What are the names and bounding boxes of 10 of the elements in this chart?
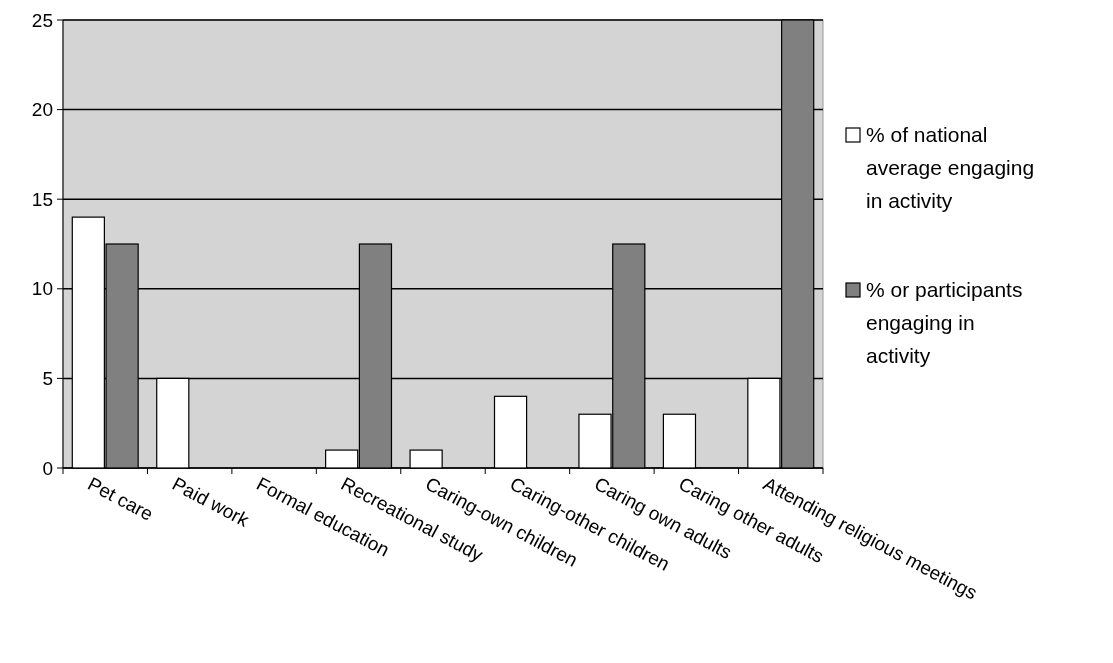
y-tick-label: 5 xyxy=(42,368,53,390)
y-tick-label: 0 xyxy=(42,457,53,479)
x-tick-label: Pet care xyxy=(84,472,157,525)
legend-label: % of national average engaging in activity xyxy=(866,123,1035,212)
legend-label: % or participants engaging in activity xyxy=(866,278,1023,367)
y-tick-label: 25 xyxy=(31,9,53,31)
y-tick-label: 15 xyxy=(31,188,53,210)
y-tick-label: 10 xyxy=(31,278,53,300)
x-tick-label: Paid work xyxy=(168,472,253,531)
y-tick-label: 20 xyxy=(31,99,53,121)
